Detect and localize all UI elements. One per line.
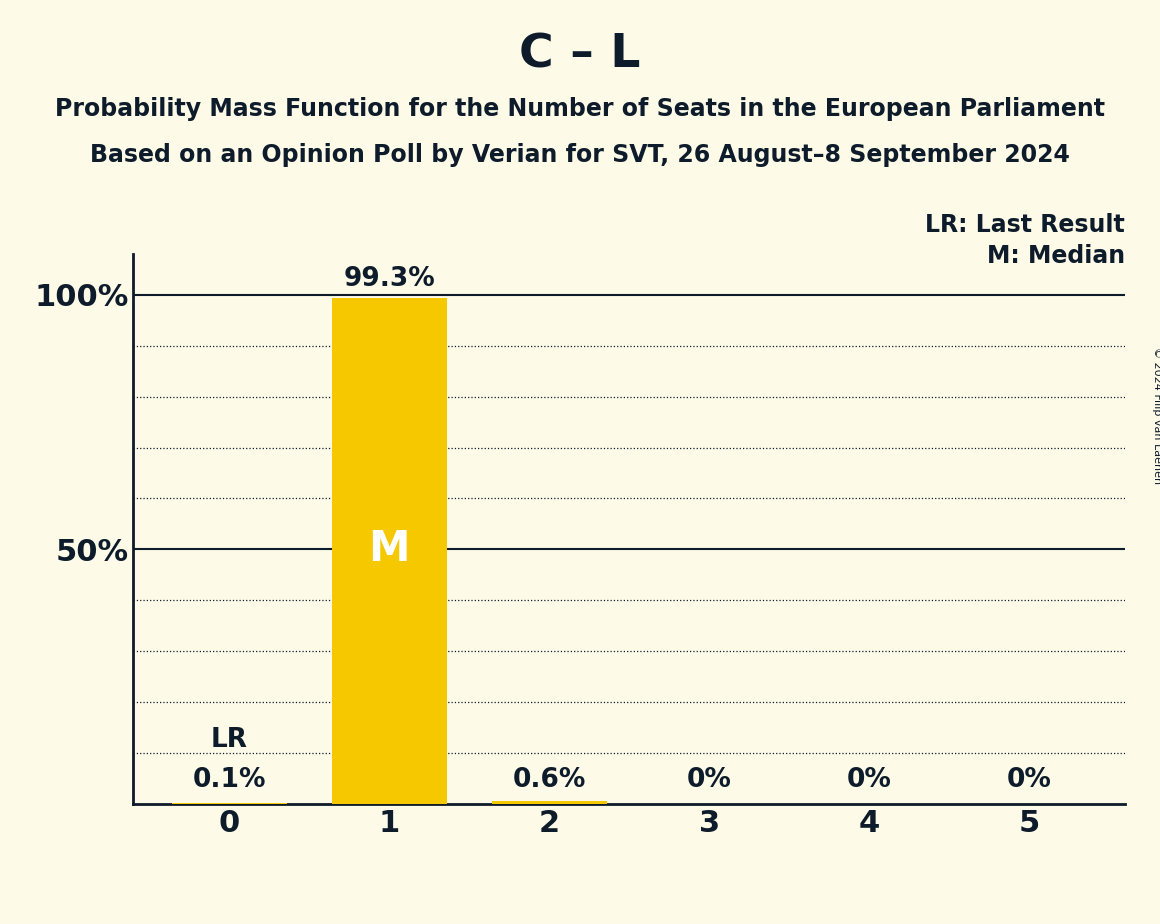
Text: M: Median: M: Median bbox=[987, 244, 1125, 268]
Text: C – L: C – L bbox=[520, 32, 640, 78]
Text: 0%: 0% bbox=[1007, 767, 1052, 793]
Text: LR: LR bbox=[211, 727, 248, 753]
Text: LR: Last Result: LR: Last Result bbox=[926, 213, 1125, 237]
Text: 0%: 0% bbox=[687, 767, 732, 793]
Text: M: M bbox=[369, 529, 411, 570]
Bar bbox=[492, 801, 607, 804]
Text: 0%: 0% bbox=[847, 767, 892, 793]
Text: Based on an Opinion Poll by Verian for SVT, 26 August–8 September 2024: Based on an Opinion Poll by Verian for S… bbox=[90, 143, 1070, 167]
Bar bbox=[332, 298, 447, 804]
Text: 99.3%: 99.3% bbox=[343, 266, 435, 292]
Text: 0.6%: 0.6% bbox=[513, 767, 586, 793]
Text: Probability Mass Function for the Number of Seats in the European Parliament: Probability Mass Function for the Number… bbox=[55, 97, 1105, 121]
Text: © 2024 Filip van Laenen: © 2024 Filip van Laenen bbox=[1152, 347, 1160, 484]
Text: 0.1%: 0.1% bbox=[193, 767, 266, 793]
